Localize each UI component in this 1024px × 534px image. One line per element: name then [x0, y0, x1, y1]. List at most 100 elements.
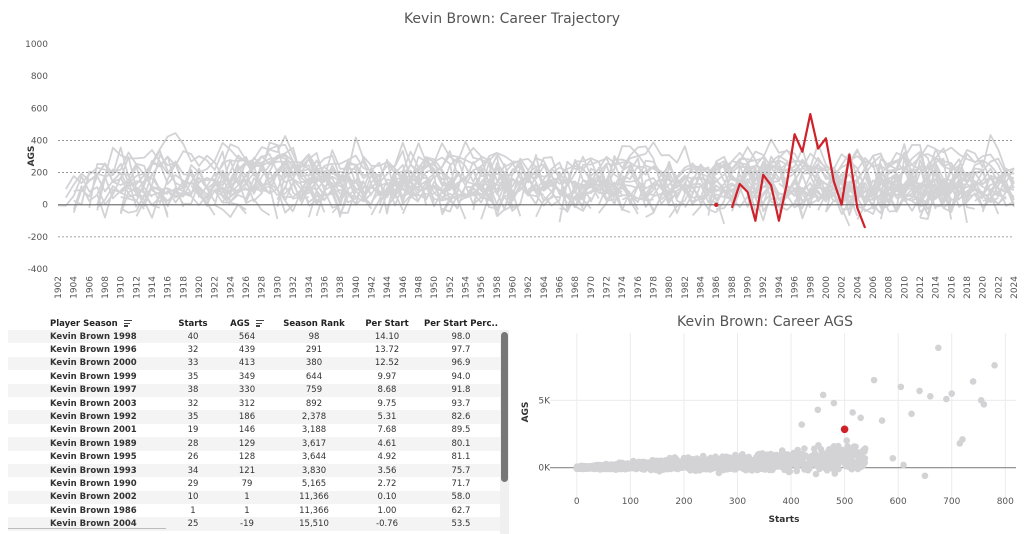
sort-icon[interactable] [255, 320, 264, 327]
table-cell: Kevin Brown 2004 [8, 517, 168, 531]
table-cell: 62.7 [422, 504, 500, 518]
background-point [916, 387, 923, 395]
background-player-line [879, 168, 960, 206]
background-point [857, 414, 864, 422]
table-cell: 186 [218, 410, 276, 424]
table-cell: 7.68 [352, 423, 422, 438]
column-header-season-rank[interactable]: Season Rank [283, 319, 345, 329]
table-cell: Kevin Brown 1990 [8, 477, 168, 491]
table-cell: 13.72 [352, 343, 422, 357]
background-point [819, 391, 827, 399]
table-cell: 35 [168, 410, 218, 424]
column-header-starts[interactable]: Starts [178, 319, 208, 329]
background-player-line [331, 163, 388, 215]
scatter-y-tick-labels: 0K 5K [538, 396, 551, 473]
background-point [801, 453, 808, 461]
table-cell: 80.1 [422, 437, 500, 451]
x-tick-label: 1960 [508, 276, 518, 299]
table-row[interactable]: Kevin Brown 1998 40 564 98 14.10 98.0 [8, 330, 500, 344]
table-scrollbar-thumb[interactable] [501, 332, 508, 482]
background-point [830, 399, 838, 407]
table-row[interactable]: Kevin Brown 1995 26 128 3,644 4.92 81.1 [8, 450, 500, 464]
column-header-per-start-percentile[interactable]: Per Start Perc.. [424, 319, 498, 329]
x-tick-label: 2004 [853, 276, 863, 299]
background-player-line [879, 156, 913, 195]
table-cell: 121 [218, 463, 276, 478]
background-point [889, 454, 897, 462]
x-tick-label: 800 [997, 497, 1014, 507]
x-tick-label: 1910 [117, 276, 127, 299]
background-player-line [277, 160, 404, 211]
table-cell: 128 [218, 450, 276, 464]
background-point [806, 463, 813, 470]
table-row[interactable]: Kevin Brown 1997 38 330 759 8.68 91.8 [8, 383, 500, 397]
table-cell: 4.92 [352, 450, 422, 464]
table-cell: 28 [168, 437, 218, 451]
column-header-per-start[interactable]: Per Start [365, 319, 409, 329]
table-row[interactable]: Kevin Brown 1992 35 186 2,378 5.31 82.6 [8, 410, 500, 424]
table-row[interactable]: Kevin Brown 2004 25 -19 15,510 -0.76 53.5 [8, 517, 500, 531]
background-point [584, 463, 592, 471]
table-cell: 11,366 [276, 490, 352, 505]
table-row[interactable]: Kevin Brown 2001 19 146 3,188 7.68 89.5 [8, 423, 500, 438]
background-player-line [535, 158, 631, 214]
table-cell: 3,830 [276, 463, 352, 478]
table-cell: 8.68 [352, 383, 422, 397]
background-point [848, 465, 856, 473]
x-tick-label: 1974 [618, 276, 628, 299]
table-cell: 1 [218, 490, 276, 505]
table-cell: 5.31 [352, 410, 422, 424]
background-player-line [880, 161, 968, 201]
table-row[interactable]: Kevin Brown 2000 33 413 380 12.52 96.9 [8, 356, 500, 371]
table-row[interactable]: Kevin Brown 1986 1 1 11,366 1.00 62.7 [8, 504, 500, 518]
background-point [814, 406, 822, 414]
x-tick-label: 1984 [697, 276, 707, 299]
x-tick-label: 1998 [806, 276, 816, 299]
table-cell: 25 [168, 517, 218, 531]
table-row[interactable]: Kevin Brown 1989 28 129 3,617 4.61 80.1 [8, 437, 500, 451]
background-point [956, 440, 964, 447]
table-divider [8, 528, 166, 529]
table-row[interactable]: Kevin Brown 1999 35 349 644 9.97 94.0 [8, 370, 500, 384]
background-player-line [222, 154, 365, 205]
scatter-x-tick-labels: 0 100 200 300 400 500 600 700 800 [574, 497, 1014, 507]
table-cell: 94.0 [422, 370, 500, 384]
table-row[interactable]: Kevin Brown 2003 32 312 892 9.75 93.7 [8, 396, 500, 411]
background-point [667, 460, 675, 468]
x-tick-label: 2006 [869, 276, 879, 299]
x-tick-label: 1912 [132, 276, 142, 299]
background-player-line [621, 165, 655, 190]
seasons-table-panel: Player Season Starts AGS Season Rank Per… [8, 318, 508, 534]
y-tick-label: 200 [31, 169, 48, 179]
table-cell: Kevin Brown 2003 [8, 396, 168, 411]
background-point [812, 470, 820, 478]
table-cell: 330 [218, 383, 276, 397]
table-cell: 53.5 [422, 517, 500, 531]
highlight-line [730, 112, 867, 229]
background-player-line [543, 160, 631, 207]
background-player-line [865, 177, 937, 216]
table-row[interactable]: Kevin Brown 2002 10 1 11,366 0.10 58.0 [8, 490, 500, 505]
background-point [815, 442, 822, 449]
background-point [754, 461, 761, 469]
background-point [658, 464, 666, 472]
x-tick-label: 1972 [603, 276, 613, 299]
sort-icon[interactable] [123, 320, 132, 327]
table-row[interactable]: Kevin Brown 1993 34 121 3,830 3.56 75.7 [8, 463, 500, 478]
background-player-line [120, 193, 161, 214]
background-player-line [441, 182, 513, 211]
x-tick-label: 500 [836, 497, 853, 507]
table-cell: 32 [168, 396, 218, 411]
seasons-table: Player Season Starts AGS Season Rank Per… [8, 318, 500, 531]
scatter-gridlines [550, 333, 1016, 500]
background-point [675, 464, 682, 472]
column-header-player-season[interactable]: Player Season [8, 318, 168, 330]
table-row[interactable]: Kevin Brown 1996 32 439 291 13.72 97.7 [8, 343, 500, 357]
x-tick-label: 1952 [446, 276, 456, 299]
background-player-line [809, 176, 858, 205]
column-header-ags[interactable]: AGS [218, 318, 276, 330]
background-player-line [300, 165, 404, 207]
x-tick-label: 100 [622, 497, 639, 507]
y-tick-label: 1000 [25, 40, 48, 50]
table-row[interactable]: Kevin Brown 1990 29 79 5,165 2.72 71.7 [8, 477, 500, 491]
